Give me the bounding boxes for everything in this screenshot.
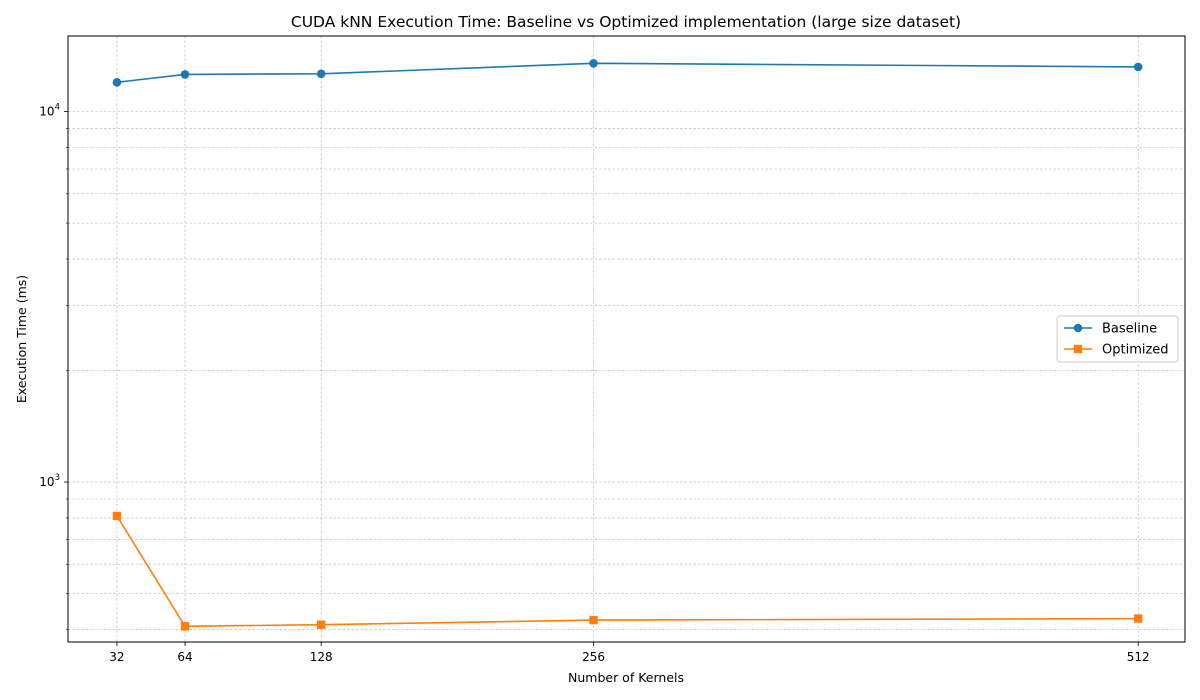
legend-optimized-marker: [1073, 344, 1083, 354]
optimized-point: [589, 615, 598, 625]
optimized-point: [112, 511, 122, 521]
baseline-point: [316, 69, 326, 79]
x-tick-label: 64: [177, 650, 192, 664]
legend-baseline-label: Baseline: [1102, 322, 1157, 337]
series-layer: [112, 59, 1143, 631]
baseline-point: [180, 70, 190, 79]
chart-title: CUDA kNN Execution Time: Baseline vs Opt…: [291, 13, 961, 31]
legend-optimized-label: Optimized: [1102, 343, 1169, 358]
x-tick-label: 512: [1127, 650, 1150, 664]
y-axis: 103 104: [39, 103, 68, 630]
optimized-point: [316, 620, 326, 629]
legend-baseline-marker: [1073, 323, 1083, 333]
optimized-point: [1133, 614, 1143, 623]
grid: [68, 36, 1185, 642]
y-tick-label: 104: [39, 103, 60, 119]
optimized-point: [180, 622, 190, 631]
baseline-point: [112, 77, 122, 87]
x-tick-label: 256: [582, 650, 605, 664]
plot-frame: [67, 35, 1186, 643]
x-tick-label: 32: [109, 650, 124, 664]
x-axis-label: Number of Kernels: [568, 670, 684, 685]
x-axis: 32 64 128 256 512: [109, 642, 1150, 664]
baseline-point: [589, 59, 598, 68]
legend: Baseline Optimized: [1056, 315, 1179, 363]
y-axis-label: Execution Time (ms): [14, 275, 29, 403]
baseline-line: [116, 62, 1139, 84]
y-tick-label: 103: [39, 473, 60, 489]
x-tick-label: 128: [310, 650, 333, 664]
optimized-line: [116, 515, 1139, 628]
baseline-point: [1133, 62, 1143, 72]
